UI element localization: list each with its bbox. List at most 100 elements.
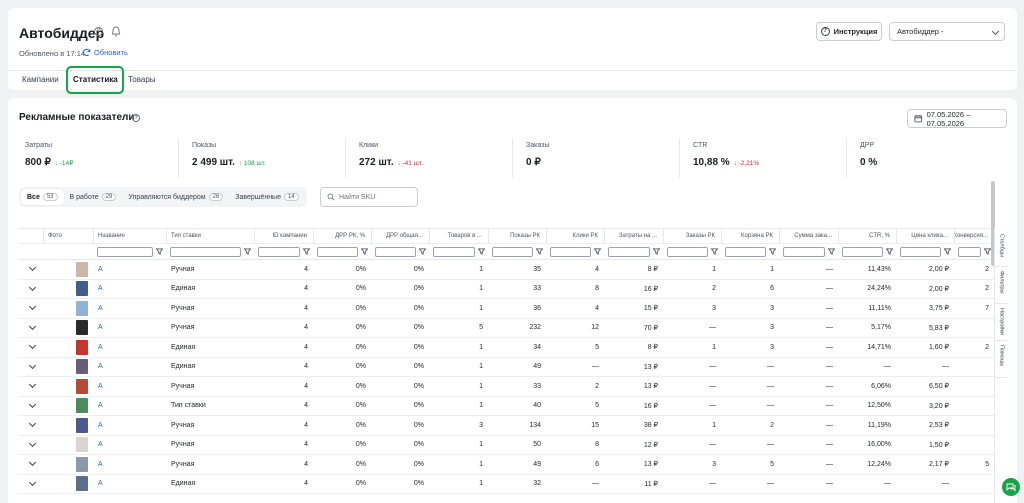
table-row[interactable]: А Ручная 4 0% 0% 3 134 15 38 ₽ 1 2 — 11,19% 2,53 ₽ <box>19 416 994 436</box>
expand-row-button[interactable] <box>19 260 44 279</box>
sku-search-input[interactable]: Найти SKU <box>320 187 418 207</box>
column-filter-input[interactable] <box>375 247 416 257</box>
table-cell-name[interactable]: А <box>98 265 103 273</box>
filter-funnel-icon[interactable] <box>594 248 601 255</box>
column-header[interactable]: Корзина РК <box>722 229 780 243</box>
column-filter-input[interactable] <box>492 247 533 257</box>
column-filter-input[interactable] <box>433 247 475 257</box>
help-icon[interactable]: ? <box>94 27 103 36</box>
side-panel-tab-3[interactable]: Помощь <box>995 341 1008 378</box>
instruction-button[interactable]: ? Инструкция <box>816 22 882 41</box>
table-row[interactable]: А Единая 4 0% 0% 1 33 8 16 ₽ 2 6 — 24,24% 2,00 ₽ 2 <box>19 280 994 299</box>
table-cell-name[interactable]: А <box>98 460 103 468</box>
filter-funnel-icon[interactable] <box>944 248 951 255</box>
column-filter-input[interactable] <box>958 247 981 257</box>
expand-row-button[interactable] <box>19 358 44 377</box>
filter-funnel-icon[interactable] <box>478 248 485 255</box>
table-cell-name[interactable]: А <box>98 441 103 449</box>
table-row[interactable]: А Единая 4 0% 0% 1 49 — 13 ₽ — — — — — <box>19 358 994 377</box>
column-header[interactable]: Конверсия... <box>955 229 994 243</box>
expand-row-button[interactable] <box>19 436 44 455</box>
column-filter-input[interactable] <box>97 247 153 257</box>
column-header[interactable]: Показы РК <box>489 229 547 243</box>
side-panel-tab-0[interactable]: Столбцы <box>995 230 1008 267</box>
filter-funnel-icon[interactable] <box>653 248 660 255</box>
filter-funnel-icon[interactable] <box>828 248 835 255</box>
autobidder-select[interactable]: Автобиддер - <box>889 22 1005 41</box>
table-cell-name[interactable]: А <box>98 363 103 371</box>
tab-products[interactable]: Товары <box>128 75 156 84</box>
date-range-picker[interactable]: 07.05.2026 – 07.05.2026 <box>907 109 1007 128</box>
filter-funnel-icon[interactable] <box>361 248 368 255</box>
filter-funnel-icon[interactable] <box>769 248 776 255</box>
table-row[interactable]: А Ручная 4 0% 0% 1 33 2 13 ₽ — — — 6,06% 6,50 ₽ <box>19 377 994 397</box>
column-filter-input[interactable] <box>783 247 825 257</box>
chat-support-button[interactable] <box>1002 478 1020 496</box>
column-filter-input[interactable] <box>170 247 241 257</box>
table-row[interactable]: А Ручная 4 0% 0% 1 50 8 12 ₽ — — — 16,00% 1,50 ₽ <box>19 436 994 455</box>
table-cell-name[interactable]: А <box>98 304 103 312</box>
column-header[interactable]: ID кампании <box>255 229 314 243</box>
column-filter-input[interactable] <box>550 247 591 257</box>
table-cell-name[interactable]: А <box>98 324 103 332</box>
filter-tab-3[interactable]: Завершённые 14 <box>229 189 304 205</box>
expand-row-button[interactable] <box>19 397 44 416</box>
expand-row-button[interactable] <box>19 377 44 396</box>
column-filter-input[interactable] <box>725 247 766 257</box>
filter-funnel-icon[interactable] <box>156 248 163 255</box>
filter-funnel-icon[interactable] <box>303 248 310 255</box>
column-header[interactable]: Сумма зака... <box>780 229 839 243</box>
column-filter-input[interactable] <box>258 247 300 257</box>
filter-funnel-icon[interactable] <box>536 248 543 255</box>
table-cell-name[interactable]: А <box>98 343 103 351</box>
column-header[interactable]: Заказы РК <box>664 229 722 243</box>
filter-funnel-icon[interactable] <box>984 248 991 255</box>
column-filter-input[interactable] <box>842 247 883 257</box>
side-panel-tab-2[interactable]: Настройки <box>995 304 1008 341</box>
table-row[interactable]: А Ручная 4 0% 0% 1 49 6 13 ₽ 3 5 — 12,24% 2,17 ₽ 5 <box>19 455 994 475</box>
table-row[interactable]: А Тип ставки 4 0% 0% 1 40 5 16 ₽ — — — 12,50% 3,20 ₽ <box>19 397 994 416</box>
table-cell-name[interactable]: А <box>98 421 103 429</box>
expand-row-button[interactable] <box>19 338 44 357</box>
column-filter-input[interactable] <box>608 247 650 257</box>
tab-campaigns[interactable]: Кампании <box>22 75 59 84</box>
filter-tab-0[interactable]: Все 53 <box>21 189 64 205</box>
side-panel-tab-1[interactable]: Фильтры <box>995 267 1008 304</box>
column-header[interactable]: Название <box>94 229 167 243</box>
column-header[interactable]: ДРР РК, % <box>314 229 372 243</box>
table-cell-name[interactable]: А <box>98 382 103 390</box>
refresh-button[interactable]: Обновить <box>82 48 128 57</box>
filter-funnel-icon[interactable] <box>244 248 251 255</box>
expand-row-button[interactable] <box>19 475 44 494</box>
column-header[interactable]: Затраты на ... <box>605 229 664 243</box>
column-header[interactable]: CTR, % <box>839 229 897 243</box>
column-header[interactable]: ДРР общая... <box>372 229 430 243</box>
table-row[interactable]: А Ручная 4 0% 0% 1 35 4 8 ₽ 1 1 — 11,43% 2,00 ₽ 2 <box>19 260 994 280</box>
filter-tab-1[interactable]: В работе 29 <box>64 189 123 205</box>
column-header[interactable]: Тип ставки <box>167 229 255 243</box>
table-scrollbar[interactable] <box>991 181 995 266</box>
column-header[interactable]: Цена клика... <box>897 229 955 243</box>
tab-statistics[interactable]: Статистика <box>73 75 118 84</box>
column-header[interactable]: Фото <box>44 229 94 243</box>
column-header[interactable]: Товаров в ... <box>430 229 489 243</box>
table-row[interactable]: А Ручная 4 0% 0% 5 232 12 70 ₽ — 3 — 5,17% 5,83 ₽ <box>19 319 994 338</box>
table-cell-name[interactable]: А <box>98 402 103 410</box>
table-row[interactable]: А Единая 4 0% 0% 1 32 — 11 ₽ — — — — — <box>19 475 994 494</box>
table-cell-name[interactable]: А <box>98 285 103 293</box>
expand-row-button[interactable] <box>19 416 44 435</box>
column-filter-input[interactable] <box>900 247 941 257</box>
expand-row-button[interactable] <box>19 280 44 299</box>
expand-row-button[interactable] <box>19 299 44 318</box>
bell-icon[interactable] <box>111 26 121 37</box>
table-row[interactable]: А Ручная 4 0% 0% 1 36 4 15 ₽ 3 3 — 11,11% 3,75 ₽ 7 <box>19 299 994 319</box>
column-filter-input[interactable] <box>317 247 358 257</box>
expand-row-button[interactable] <box>19 319 44 338</box>
filter-funnel-icon[interactable] <box>711 248 718 255</box>
filter-funnel-icon[interactable] <box>419 248 426 255</box>
table-cell-name[interactable]: А <box>98 480 103 488</box>
column-header[interactable]: Клики РК <box>547 229 605 243</box>
column-filter-input[interactable] <box>667 247 708 257</box>
expand-row-button[interactable] <box>19 455 44 474</box>
filter-tab-2[interactable]: Управляются биддером 26 <box>122 189 229 205</box>
